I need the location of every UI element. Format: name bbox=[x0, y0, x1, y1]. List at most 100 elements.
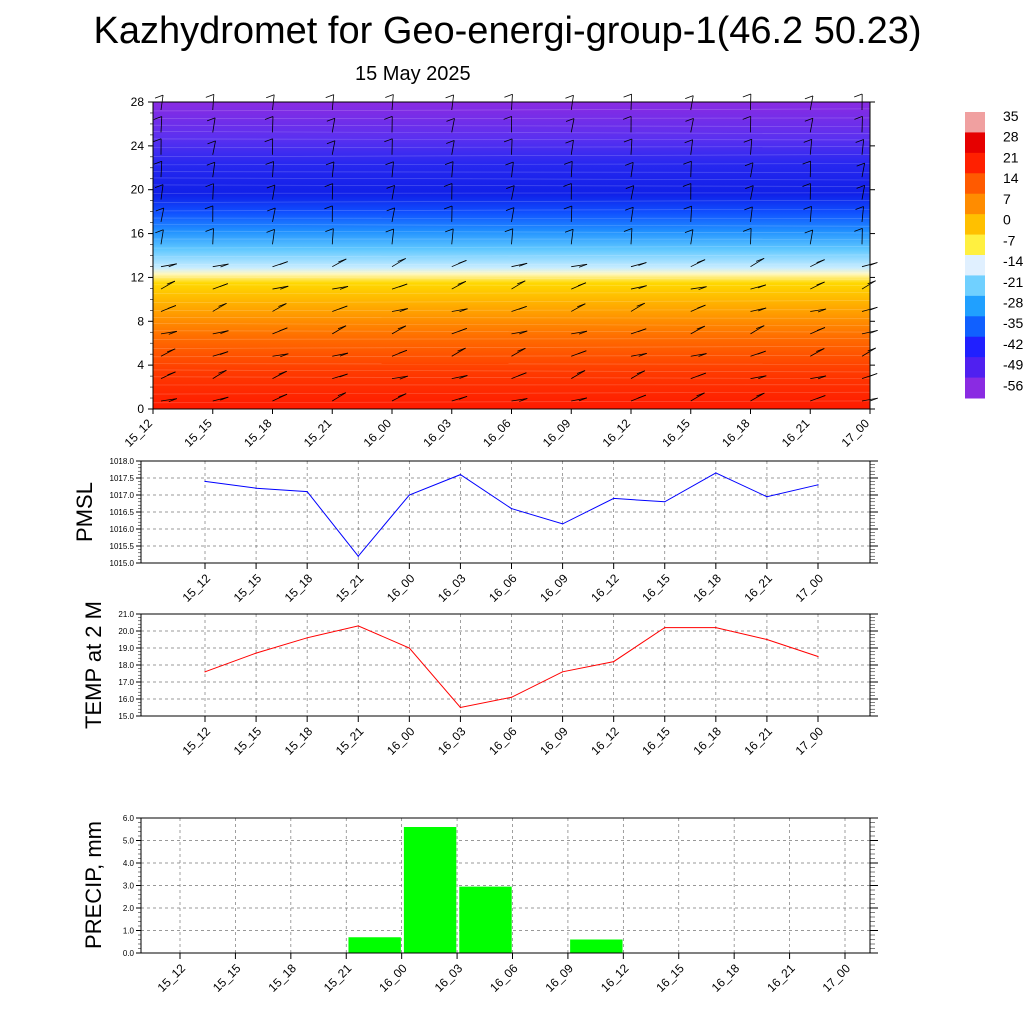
wind-barb-feather bbox=[802, 183, 811, 187]
wind-barb bbox=[155, 229, 164, 245]
wind-barb bbox=[391, 393, 407, 402]
wind-barb-shaft bbox=[212, 228, 214, 245]
wind-barb-feather bbox=[576, 370, 586, 374]
data-point bbox=[204, 671, 206, 673]
colorbar-label: 35 bbox=[1003, 108, 1019, 124]
x-tick-label: 16_12 bbox=[588, 724, 622, 758]
wind-barb-feather bbox=[622, 116, 632, 120]
x-tick-label: 16_00 bbox=[384, 571, 418, 605]
wind-barb-feather bbox=[457, 281, 466, 285]
data-point bbox=[664, 501, 666, 503]
wind-barb-feather bbox=[266, 229, 275, 233]
wind-barb-feather bbox=[757, 307, 767, 312]
y-tick-label: 1.0 bbox=[123, 927, 135, 936]
contour-line bbox=[152, 292, 871, 294]
wind-barb bbox=[743, 138, 753, 155]
contour-line bbox=[152, 400, 871, 404]
x-tick-label: 17_00 bbox=[820, 961, 854, 995]
x-tick-label: 15_21 bbox=[321, 961, 355, 995]
wind-barb bbox=[742, 228, 752, 245]
wind-barb bbox=[391, 258, 406, 268]
data-point bbox=[561, 523, 564, 525]
wind-barb-feather bbox=[154, 94, 164, 99]
wind-barb bbox=[856, 184, 865, 200]
wind-barb-shaft bbox=[810, 375, 827, 380]
wind-barb bbox=[622, 116, 632, 133]
x-tick-label: 15_12 bbox=[180, 571, 214, 605]
wind-barb bbox=[267, 207, 276, 223]
wind-barb-feather bbox=[278, 393, 288, 398]
wind-barb-shaft bbox=[810, 308, 827, 312]
wind-barb-shaft bbox=[160, 95, 164, 111]
contour-line bbox=[152, 177, 871, 181]
wind-barb-shaft bbox=[630, 352, 647, 357]
wind-barb bbox=[332, 325, 347, 335]
x-tick-label: 16_21 bbox=[779, 416, 813, 450]
colorbar-swatch bbox=[965, 377, 985, 399]
wind-barb bbox=[684, 229, 694, 245]
x-tick-label: 16_03 bbox=[435, 724, 469, 758]
wind-barb-feather bbox=[803, 205, 812, 210]
wind-barb bbox=[445, 228, 454, 245]
x-tick-label: 16_18 bbox=[719, 416, 753, 450]
wind-barb-feather bbox=[578, 263, 588, 268]
y-tick-label: 12 bbox=[131, 270, 145, 284]
wind-barb-shaft bbox=[391, 161, 394, 178]
wind-barb bbox=[854, 227, 863, 245]
wind-barb-shaft bbox=[160, 330, 177, 335]
wind-barb bbox=[804, 95, 814, 111]
wind-barb-feather bbox=[683, 205, 692, 210]
wind-barb-feather bbox=[636, 302, 645, 307]
wind-barb bbox=[391, 325, 407, 335]
contour-line bbox=[152, 330, 871, 333]
x-tick-label: 16_12 bbox=[600, 416, 634, 450]
wind-barb-feather bbox=[869, 330, 878, 334]
wind-barb-shaft bbox=[332, 325, 347, 335]
data-point bbox=[408, 647, 410, 649]
wind-barb-shaft bbox=[331, 118, 336, 133]
wind-barb-feather bbox=[167, 371, 176, 376]
wind-barb bbox=[855, 206, 864, 222]
x-tick-label: 15_18 bbox=[282, 571, 316, 605]
x-tick-label: 16_00 bbox=[384, 724, 418, 758]
wind-barb-feather bbox=[684, 229, 694, 233]
wind-barb bbox=[511, 262, 528, 268]
wind-barb-feather bbox=[445, 94, 454, 99]
wind-barb bbox=[690, 325, 705, 335]
wind-barb-feather bbox=[623, 93, 632, 98]
wind-barb bbox=[391, 349, 408, 357]
x-tick-label: 16_03 bbox=[420, 416, 454, 450]
x-tick-label: 16_21 bbox=[742, 724, 776, 758]
wind-barb bbox=[511, 347, 526, 357]
wind-barb-feather bbox=[280, 285, 289, 290]
wind-barb bbox=[504, 228, 514, 245]
wind-barb-feather bbox=[153, 116, 162, 120]
wind-barb-feather bbox=[458, 260, 467, 264]
wind-barb bbox=[856, 162, 866, 178]
wind-barb-feather bbox=[385, 94, 394, 98]
wind-barb-feather bbox=[278, 303, 287, 307]
wind-barb-shaft bbox=[809, 139, 813, 155]
wind-barb-feather bbox=[339, 373, 348, 378]
wind-barb-feather bbox=[577, 282, 587, 287]
wind-barb-shaft bbox=[451, 375, 468, 380]
wind-barb-feather bbox=[638, 352, 647, 357]
x-tick-label: 16_15 bbox=[639, 724, 673, 758]
wind-barb bbox=[206, 117, 216, 133]
y-tick-label: 8 bbox=[137, 314, 144, 328]
y-tick-label: 4 bbox=[137, 358, 144, 372]
x-tick-label: 15_21 bbox=[301, 416, 335, 450]
wind-barb-feather bbox=[565, 118, 575, 122]
data-point bbox=[817, 655, 819, 658]
wind-barb-feather bbox=[279, 327, 288, 332]
wind-barb-feather bbox=[503, 116, 512, 120]
colorbar-swatch bbox=[965, 173, 985, 195]
wind-barb-shaft bbox=[809, 118, 814, 133]
wind-barb bbox=[160, 348, 176, 357]
wind-barb bbox=[804, 229, 814, 245]
wind-barb bbox=[160, 330, 177, 335]
wind-barb-feather bbox=[399, 308, 408, 312]
wind-barb-shaft bbox=[212, 302, 227, 312]
wind-barb bbox=[264, 116, 274, 133]
wind-barb-feather bbox=[205, 93, 214, 98]
